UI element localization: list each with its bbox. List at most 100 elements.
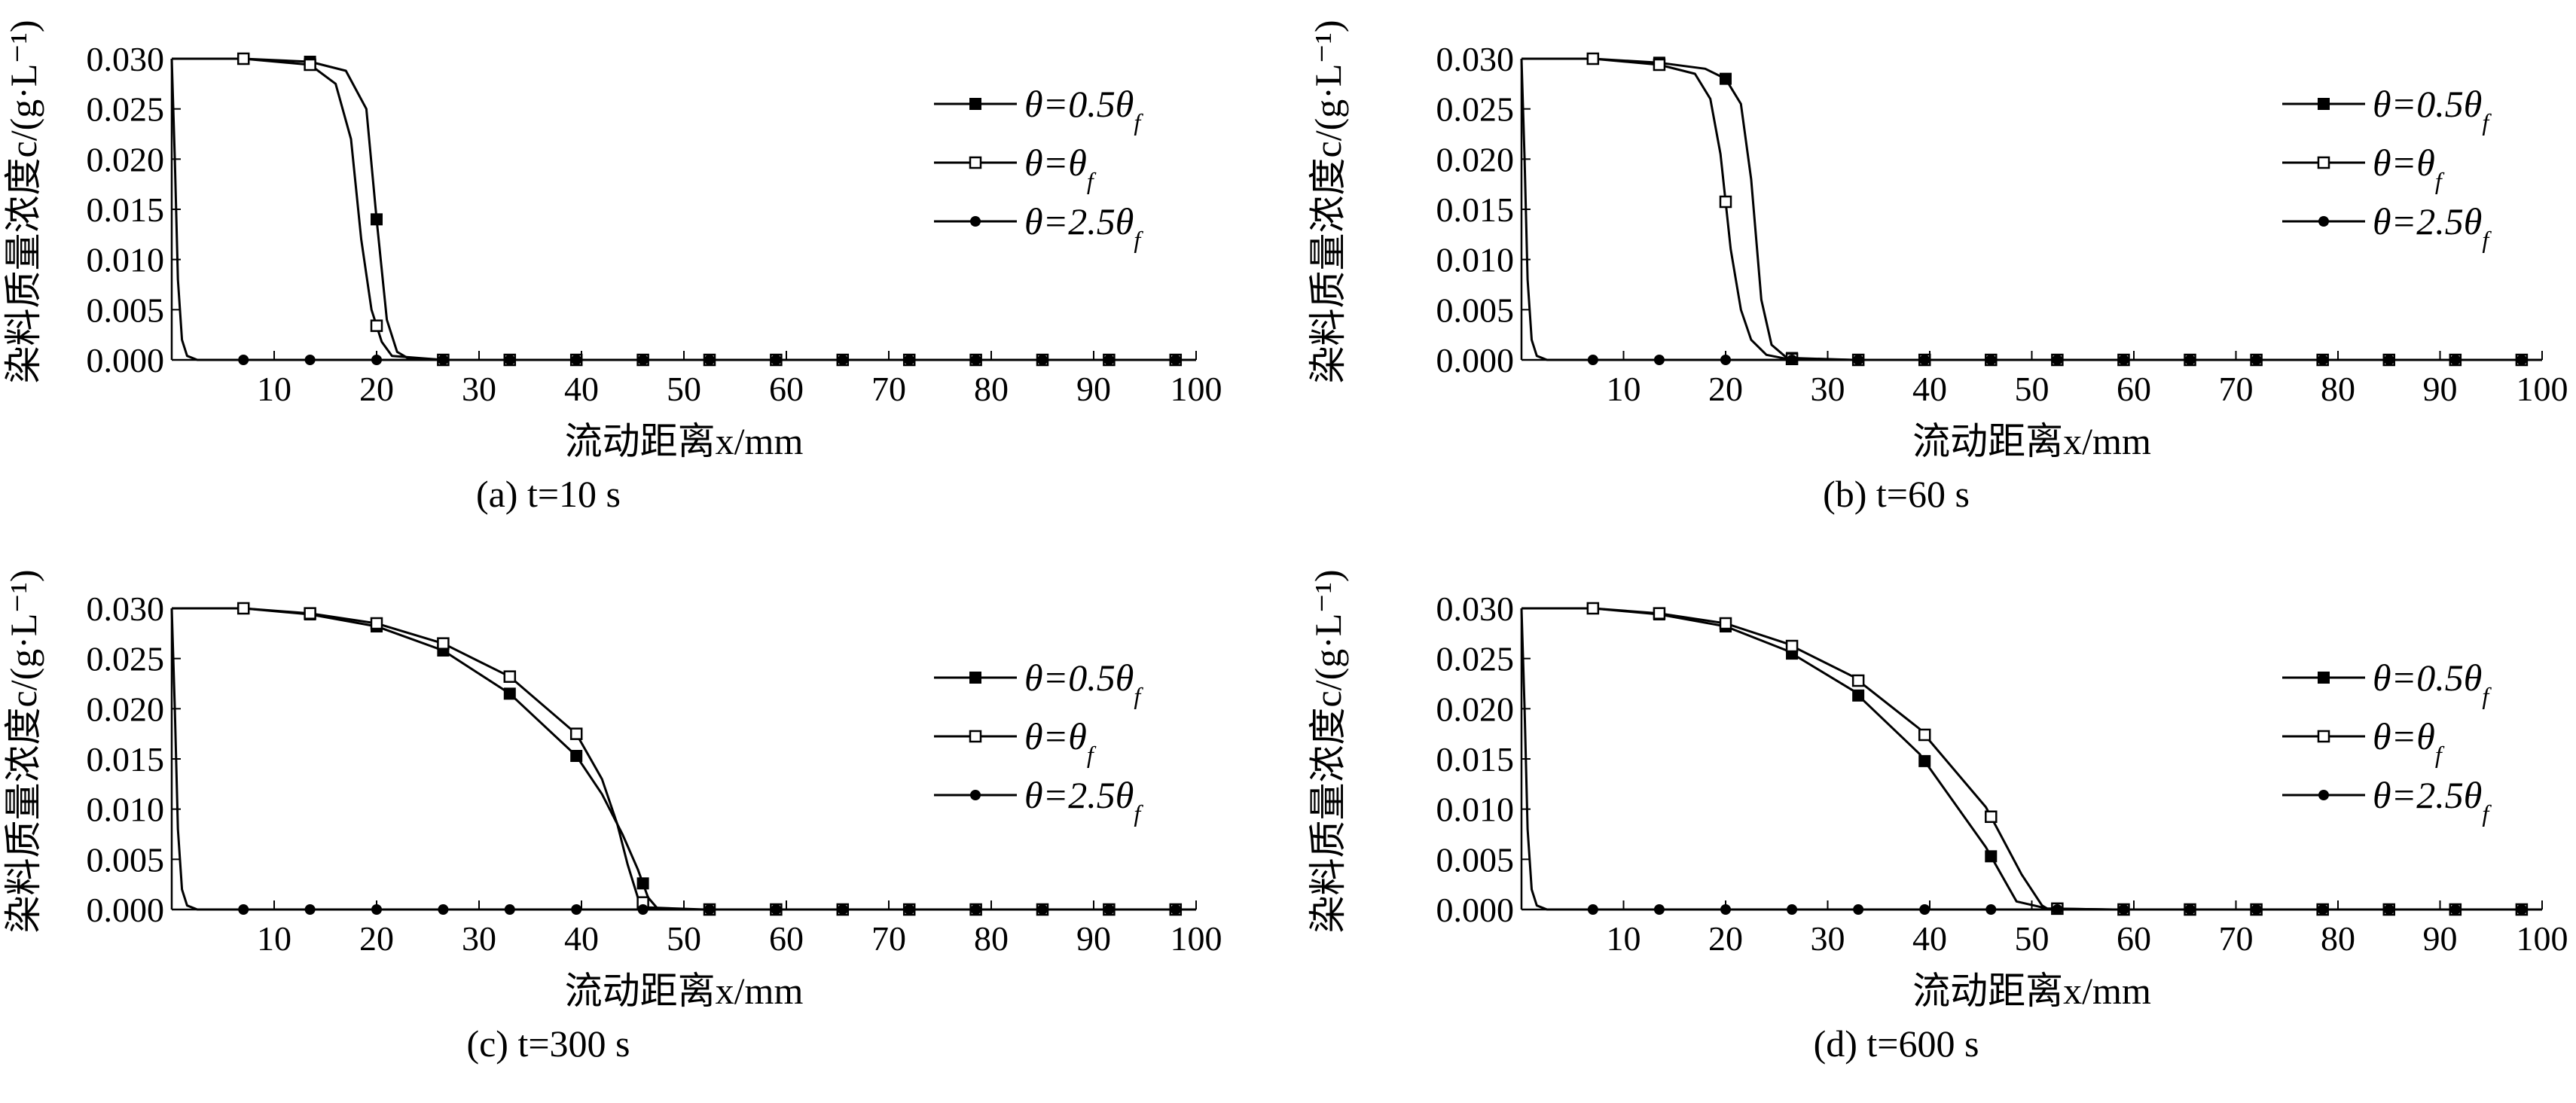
series-marker bbox=[304, 58, 316, 72]
series-marker bbox=[1918, 728, 1931, 742]
x-tick-label: 100 bbox=[2516, 919, 2568, 958]
y-tick-label: 0.005 bbox=[87, 840, 165, 879]
series-marker bbox=[503, 670, 517, 683]
y-tick-label: 0.010 bbox=[1436, 241, 1515, 279]
x-tick-label: 80 bbox=[974, 919, 1009, 958]
panel-caption: (c) t=300 s bbox=[466, 1022, 630, 1065]
series-marker bbox=[371, 213, 383, 226]
series-marker bbox=[1587, 904, 1598, 915]
series-marker bbox=[1037, 904, 1048, 915]
series-marker bbox=[1587, 355, 1598, 365]
series-marker bbox=[1785, 639, 1799, 653]
y-tick-label: 0.030 bbox=[1436, 40, 1515, 78]
panel-caption: (d) t=600 s bbox=[1814, 1022, 1979, 1065]
series-marker bbox=[704, 355, 715, 365]
legend-label: θ=θf bbox=[1024, 715, 1097, 768]
series-marker bbox=[1853, 355, 1864, 365]
series-marker bbox=[1720, 72, 1732, 85]
x-tick-label: 40 bbox=[564, 370, 599, 408]
series-marker bbox=[1653, 607, 1666, 620]
series-marker bbox=[503, 687, 516, 700]
series-marker bbox=[1852, 689, 1865, 702]
series-marker bbox=[1919, 904, 1930, 915]
legend-label: θ=0.5θf bbox=[1024, 657, 1143, 709]
series-line bbox=[172, 607, 1196, 911]
legend-marker bbox=[969, 98, 981, 110]
series-line bbox=[1520, 58, 2542, 361]
y-tick-label: 0.005 bbox=[87, 291, 165, 329]
x-tick-label: 70 bbox=[871, 370, 906, 408]
legend-marker bbox=[2317, 730, 2330, 743]
legend-marker bbox=[2318, 98, 2330, 110]
x-tick-label: 100 bbox=[1170, 919, 1222, 958]
series-3 bbox=[170, 58, 1196, 365]
series-marker bbox=[371, 355, 382, 365]
legend: θ=0.5θf θ=θf θ=2.5θf bbox=[934, 657, 1143, 827]
series-2 bbox=[1521, 602, 2542, 916]
x-tick-label: 50 bbox=[667, 919, 701, 958]
series-marker bbox=[370, 319, 383, 332]
y-tick-label: 0.010 bbox=[87, 791, 165, 829]
series-marker bbox=[2052, 904, 2063, 915]
y-tick-label: 0.020 bbox=[87, 690, 165, 728]
x-tick-label: 30 bbox=[1811, 919, 1845, 958]
series-marker bbox=[438, 904, 449, 915]
series-marker bbox=[371, 904, 382, 915]
legend-label: θ=2.5θf bbox=[2373, 774, 2492, 827]
series-marker bbox=[237, 52, 250, 66]
legend-label: θ=2.5θf bbox=[1024, 200, 1143, 253]
x-tick-label: 50 bbox=[2015, 370, 2050, 408]
x-tick-label: 90 bbox=[1076, 370, 1111, 408]
y-tick-label: 0.000 bbox=[1436, 891, 1515, 929]
series-marker bbox=[2317, 904, 2328, 915]
legend-label: θ=2.5θf bbox=[1024, 774, 1143, 827]
y-tick-label: 0.015 bbox=[1436, 190, 1515, 229]
series-marker bbox=[2052, 355, 2063, 365]
x-tick-label: 100 bbox=[2516, 370, 2568, 408]
x-tick-label: 20 bbox=[359, 919, 394, 958]
series-marker bbox=[1985, 904, 1997, 915]
series-marker bbox=[237, 602, 250, 615]
series-marker bbox=[636, 877, 649, 890]
y-tick-label: 0.000 bbox=[87, 891, 165, 929]
series-3 bbox=[170, 608, 1196, 915]
y-tick-label: 0.025 bbox=[87, 90, 165, 129]
x-tick-label: 60 bbox=[769, 919, 804, 958]
y-tick-label: 0.000 bbox=[87, 341, 165, 379]
x-tick-label: 50 bbox=[2015, 919, 2050, 958]
y-axis-title: 染料质量浓度c/(g·L⁻¹) bbox=[1307, 20, 1349, 384]
y-tick-label: 0.020 bbox=[1436, 690, 1515, 728]
series-marker bbox=[1586, 52, 1600, 66]
series-marker bbox=[1653, 58, 1666, 72]
x-tick-label: 40 bbox=[564, 919, 599, 958]
series-marker bbox=[2118, 355, 2129, 365]
legend-marker bbox=[970, 216, 981, 227]
x-axis-title: 流动距离x/mm bbox=[1912, 420, 2151, 462]
x-tick-label: 70 bbox=[2219, 370, 2254, 408]
series-marker bbox=[304, 904, 316, 915]
series-marker bbox=[1037, 355, 1048, 365]
series-marker bbox=[2184, 904, 2196, 915]
series-marker bbox=[2184, 355, 2196, 365]
x-tick-label: 60 bbox=[769, 370, 804, 408]
y-tick-label: 0.020 bbox=[1436, 140, 1515, 178]
series-2 bbox=[172, 602, 1196, 916]
y-tick-label: 0.005 bbox=[1436, 291, 1515, 329]
series-1 bbox=[1521, 602, 2542, 916]
y-tick-label: 0.030 bbox=[87, 590, 165, 628]
series-marker bbox=[1586, 602, 1600, 615]
panel-3: 0.000 0.005 0.010 0.015 0.020 0.025 0.030 10 20 3… bbox=[2, 570, 1222, 1065]
x-tick-label: 70 bbox=[2219, 919, 2254, 958]
x-tick-label: 20 bbox=[1708, 919, 1743, 958]
series-marker bbox=[238, 904, 249, 915]
x-axis-title: 流动距离x/mm bbox=[565, 970, 804, 1012]
y-tick-label: 0.015 bbox=[87, 190, 165, 229]
x-tick-label: 80 bbox=[2321, 370, 2355, 408]
series-line bbox=[170, 58, 1196, 361]
series-marker bbox=[1851, 674, 1865, 687]
series-marker bbox=[2251, 355, 2262, 365]
x-tick-label: 70 bbox=[871, 919, 906, 958]
y-axis-title: 染料质量浓度c/(g·L⁻¹) bbox=[2, 20, 44, 384]
y-tick-label: 0.030 bbox=[87, 40, 165, 78]
